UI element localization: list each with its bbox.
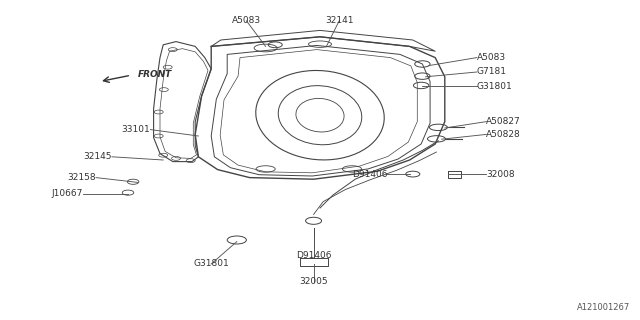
Text: 33101: 33101 [122,125,150,134]
Text: A50828: A50828 [486,130,521,139]
Text: 32145: 32145 [83,152,112,161]
Text: A5083: A5083 [232,16,261,25]
Text: D91406: D91406 [296,252,332,260]
Text: 32158: 32158 [67,173,96,182]
Text: A5083: A5083 [477,53,506,62]
Text: 32005: 32005 [300,277,328,286]
Text: G7181: G7181 [477,68,507,76]
Text: 32008: 32008 [486,170,515,179]
Text: G31801: G31801 [477,82,513,91]
Text: A50827: A50827 [486,117,521,126]
Text: A121001267: A121001267 [577,303,630,312]
Text: 32141: 32141 [325,16,353,25]
Text: D91406: D91406 [352,170,387,179]
Text: G31801: G31801 [193,260,229,268]
Text: J10667: J10667 [52,189,83,198]
Text: FRONT: FRONT [138,70,172,79]
